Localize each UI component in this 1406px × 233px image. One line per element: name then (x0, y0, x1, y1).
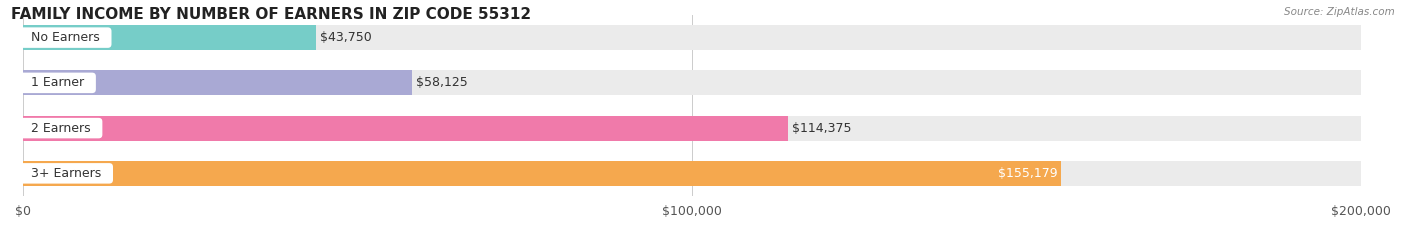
Text: No Earners: No Earners (22, 31, 108, 44)
Bar (22, 161, 1361, 186)
Text: 1 Earner: 1 Earner (22, 76, 93, 89)
Bar (22, 116, 789, 140)
Bar (22, 25, 316, 50)
Text: $114,375: $114,375 (789, 122, 852, 135)
Bar (22, 70, 412, 95)
Text: $155,179: $155,179 (994, 167, 1062, 180)
Text: 2 Earners: 2 Earners (22, 122, 98, 135)
Text: 3+ Earners: 3+ Earners (22, 167, 110, 180)
Bar (22, 116, 1361, 140)
Text: $58,125: $58,125 (412, 76, 468, 89)
Bar (22, 25, 1361, 50)
Text: FAMILY INCOME BY NUMBER OF EARNERS IN ZIP CODE 55312: FAMILY INCOME BY NUMBER OF EARNERS IN ZI… (11, 7, 531, 22)
Text: Source: ZipAtlas.com: Source: ZipAtlas.com (1284, 7, 1395, 17)
Bar (22, 70, 1361, 95)
Text: $43,750: $43,750 (316, 31, 371, 44)
Bar (22, 161, 1062, 186)
